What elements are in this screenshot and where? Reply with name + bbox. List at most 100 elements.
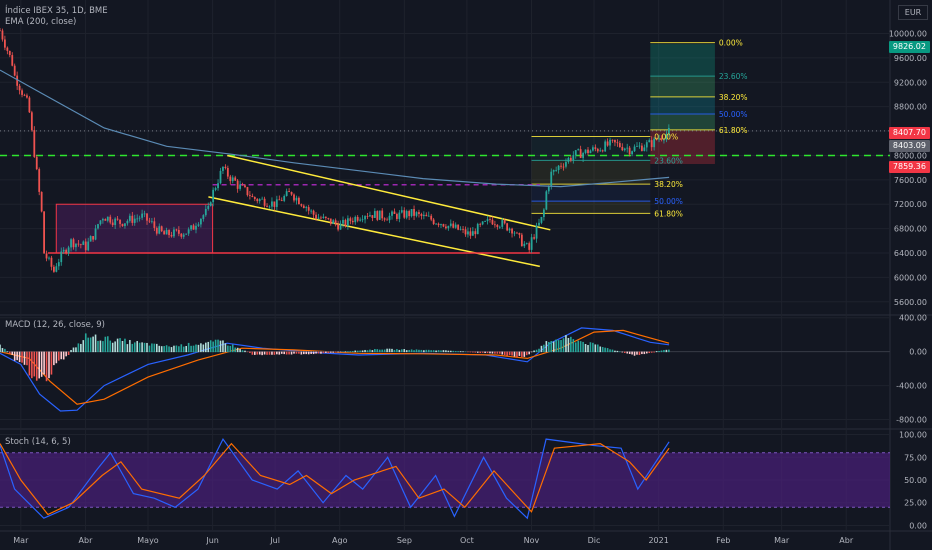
- macd-histogram-bar: [173, 345, 175, 353]
- candle-body: [197, 224, 200, 226]
- candle-body: [295, 197, 298, 201]
- macd-histogram-bar: [440, 350, 442, 353]
- macd-histogram-bar: [369, 349, 371, 353]
- candle-body: [655, 138, 658, 140]
- candle-body: [4, 39, 6, 48]
- macd-histogram-bar: [205, 342, 207, 353]
- macd-histogram-bar: [209, 340, 212, 353]
- candle-body: [636, 146, 638, 147]
- macd-histogram-bar: [638, 351, 641, 356]
- candle-body: [55, 266, 58, 272]
- macd-histogram-bar: [222, 340, 224, 353]
- candle-body: [258, 199, 261, 202]
- y-tick-label: 9600.00: [894, 54, 927, 63]
- macd-histogram-bar: [486, 351, 489, 354]
- macd-histogram-bar: [352, 351, 354, 353]
- macd-histogram: [0, 333, 890, 382]
- macd-histogram-bar: [138, 342, 141, 353]
- candle-body: [253, 197, 256, 200]
- macd-histogram-bar: [332, 351, 334, 353]
- macd-histogram-bar: [374, 349, 376, 353]
- macd-histogram-bar: [317, 351, 320, 354]
- ema-legend[interactable]: EMA (200, close): [5, 17, 77, 27]
- macd-histogram-bar: [241, 350, 244, 353]
- macd-histogram-bar: [273, 351, 276, 355]
- macd-histogram-bar: [40, 351, 43, 377]
- candle-body: [464, 229, 467, 235]
- candle-body: [280, 200, 283, 201]
- candle-body: [187, 229, 190, 234]
- candle-body: [378, 210, 381, 220]
- macd-histogram-bar: [0, 344, 1, 353]
- macd-histogram-bar: [663, 350, 665, 353]
- macd-histogram-bar: [339, 351, 342, 353]
- fib-zone: [650, 113, 715, 130]
- macd-histogram-bar: [606, 348, 609, 353]
- candle-body: [339, 223, 342, 230]
- macd-histogram-bar: [202, 344, 205, 353]
- macd-histogram-bar: [263, 351, 266, 355]
- macd-histogram-bar: [293, 351, 295, 354]
- fib-level-label: 50.00%: [654, 197, 683, 206]
- stoch-band: [0, 452, 890, 508]
- macd-histogram-bar: [158, 345, 161, 353]
- fib-level-label: 0.00%: [719, 39, 743, 48]
- candle-body: [337, 224, 339, 230]
- macd-histogram-bar: [445, 350, 447, 353]
- y-tick-label: 50.00: [904, 476, 927, 485]
- macd-histogram-bar: [271, 351, 273, 355]
- macd-histogram-bar: [611, 349, 614, 353]
- candle-body: [222, 166, 224, 171]
- candle-body: [584, 149, 587, 153]
- candle-body: [420, 214, 423, 217]
- macd-histogram-bar: [427, 349, 430, 353]
- macd-histogram-bar: [584, 344, 587, 353]
- stoch-legend[interactable]: Stoch (14, 6, 5): [5, 437, 71, 447]
- macd-histogram-bar: [212, 341, 214, 353]
- candle-body: [398, 212, 401, 219]
- macd-histogram-bar: [359, 350, 361, 353]
- candle-body: [1, 30, 4, 40]
- macd-histogram-bar: [601, 347, 604, 353]
- macd-histogram-bar: [420, 349, 423, 353]
- macd-histogram-bar: [364, 349, 366, 353]
- candle-body: [97, 224, 99, 229]
- candle-body: [469, 231, 472, 236]
- macd-histogram-bar: [545, 341, 548, 353]
- candle-body: [180, 233, 183, 237]
- fib-zone: [531, 136, 651, 161]
- candle-body: [148, 220, 151, 222]
- candle-body: [273, 201, 276, 207]
- candle-body: [381, 210, 384, 219]
- x-tick-label: Sep: [397, 536, 412, 545]
- macd-histogram-bar: [165, 345, 168, 353]
- macd-histogram-bar: [430, 350, 432, 353]
- candle-body: [79, 244, 82, 246]
- symbol-title[interactable]: Índice IBEX 35, 1D, BME: [5, 6, 108, 16]
- macd-histogram-bar: [572, 339, 575, 353]
- macd-histogram-bar: [107, 336, 109, 353]
- macd-histogram-bar: [383, 349, 386, 353]
- candle-body: [212, 189, 215, 203]
- macd-histogram-bar: [190, 345, 192, 353]
- macd-histogram-bar: [94, 334, 97, 353]
- macd-histogram-bar: [489, 351, 491, 354]
- candle-body: [285, 191, 288, 196]
- macd-histogram-bar: [26, 351, 28, 366]
- candle-body: [650, 140, 653, 148]
- macd-histogram-bar: [89, 337, 92, 353]
- candle-body: [251, 195, 254, 198]
- candle-body: [65, 249, 68, 254]
- candle-body: [99, 220, 102, 225]
- currency-selector[interactable]: EUR: [898, 5, 928, 20]
- candle-body: [442, 224, 445, 227]
- candle-body: [332, 220, 335, 224]
- candle-body: [246, 187, 249, 196]
- macd-histogram-bar: [239, 349, 241, 353]
- macd-histogram-bar: [249, 351, 251, 353]
- candle-body: [217, 183, 219, 189]
- candle-body: [16, 75, 19, 86]
- macd-legend[interactable]: MACD (12, 26, close, 9): [5, 320, 105, 330]
- macd-histogram-bar: [229, 345, 232, 353]
